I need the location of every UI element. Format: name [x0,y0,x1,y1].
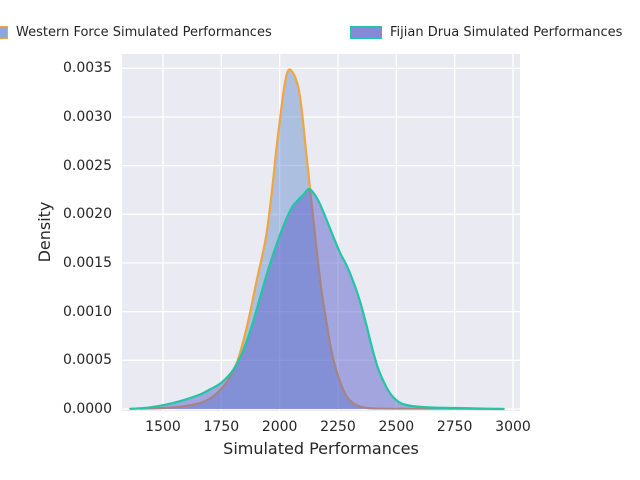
kde-fill-series-1 [130,188,504,409]
x-axis-title: Simulated Performances [223,439,419,458]
x-tick-label: 2750 [436,419,473,435]
x-tick-label: 2250 [320,419,356,435]
kde-line-series-1 [129,187,505,411]
legend-swatch-western-force-icon [0,26,8,39]
legend-swatch-fijian-drua-icon [350,26,382,39]
x-tick-label: 2000 [261,419,298,435]
x-tick-label: 1500 [145,419,181,435]
y-tick-label: 0.0025 [63,157,112,174]
y-tick-label: 0.0000 [63,401,112,417]
x-tick-label: 1750 [203,419,240,435]
y-tick-label: 0.0035 [63,60,112,77]
x-tick-label: 3000 [495,419,531,435]
y-tick-label: 0.0015 [63,254,112,271]
legend-label-western-force: Western Force Simulated Performances [16,25,272,40]
legend-label-fijian-drua: Fijian Drua Simulated Performances [390,25,623,40]
y-tick-label: 0.0010 [63,303,112,320]
x-tick-label: 2500 [378,419,415,435]
y-tick-label: 0.0030 [63,108,112,125]
y-tick-label: 0.0020 [63,206,112,223]
legend-entry-fijian-drua: Fijian Drua Simulated Performances [350,25,622,40]
y-tick-label: 0.0005 [63,352,112,369]
legend-entry-western-force: Western Force Simulated Performances [0,25,272,40]
